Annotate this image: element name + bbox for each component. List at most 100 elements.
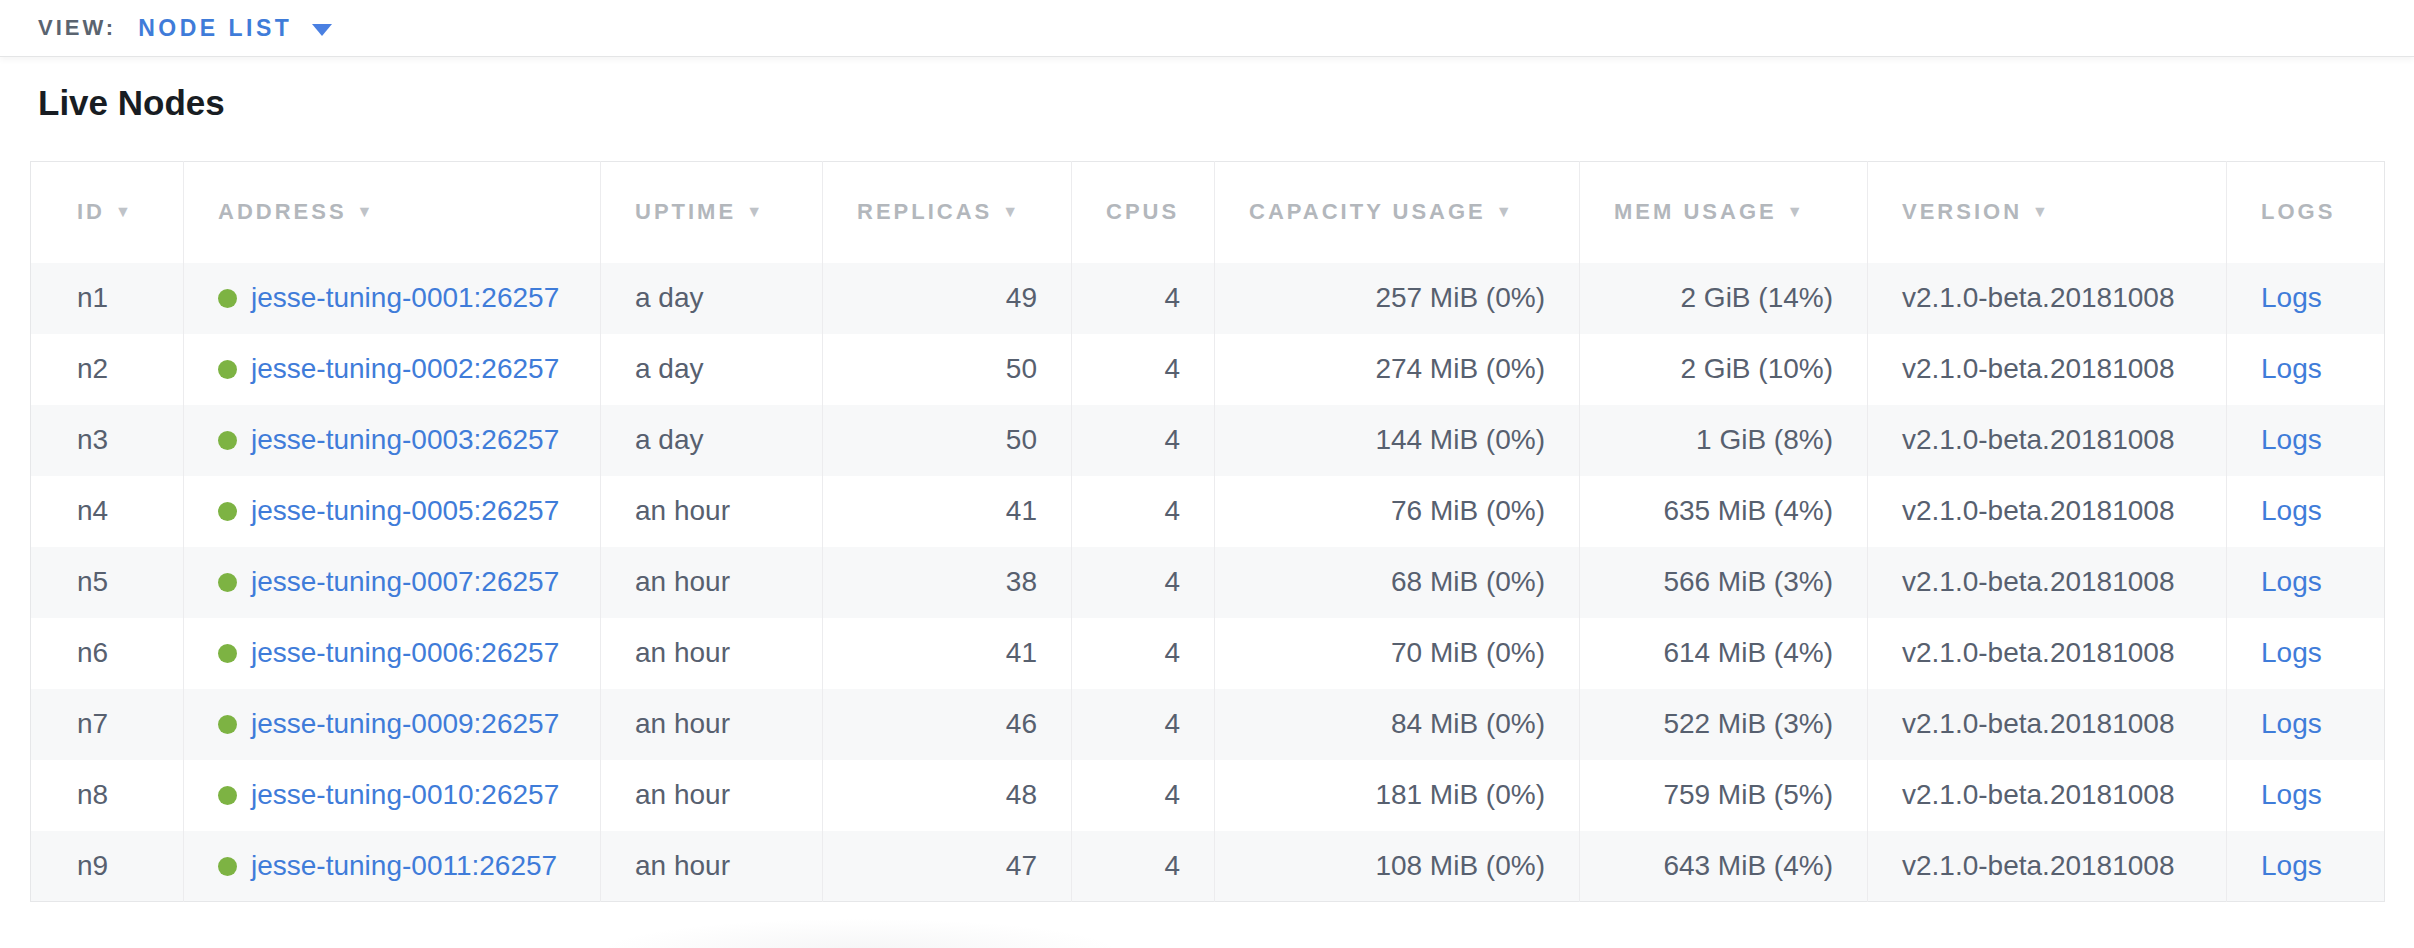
cell-cpus: 4: [1072, 476, 1215, 547]
cell-version: v2.1.0-beta.20181008: [1868, 405, 2227, 476]
cell-version: v2.1.0-beta.20181008: [1868, 263, 2227, 334]
column-header-cpus: CPUS: [1072, 162, 1215, 263]
cell-replicas: 38: [823, 547, 1072, 618]
column-header-version[interactable]: VERSION▼: [1868, 162, 2227, 263]
cell-version: v2.1.0-beta.20181008: [1868, 547, 2227, 618]
logs-link[interactable]: Logs: [2261, 637, 2322, 668]
cell-capacity: 70 MiB (0%): [1215, 618, 1580, 689]
cell-capacity: 257 MiB (0%): [1215, 263, 1580, 334]
cell-id: n9: [31, 831, 184, 902]
logs-link[interactable]: Logs: [2261, 779, 2322, 810]
cell-uptime: an hour: [601, 831, 823, 902]
cell-cpus: 4: [1072, 547, 1215, 618]
logs-link[interactable]: Logs: [2261, 566, 2322, 597]
node-address-link[interactable]: jesse-tuning-0011:26257: [251, 850, 557, 881]
column-header-mem[interactable]: MEM USAGE▼: [1580, 162, 1868, 263]
cell-capacity: 108 MiB (0%): [1215, 831, 1580, 902]
column-header-label: CPUS: [1106, 199, 1179, 224]
cell-logs: Logs: [2227, 760, 2385, 831]
column-header-replicas[interactable]: REPLICAS ▼: [823, 162, 1072, 263]
cell-replicas: 49: [823, 263, 1072, 334]
bottom-shadow-decoration: [520, 908, 1200, 948]
cell-address: jesse-tuning-0009:26257: [184, 689, 601, 760]
view-dropdown[interactable]: NODE LIST: [138, 15, 332, 42]
logs-link[interactable]: Logs: [2261, 708, 2322, 739]
cell-logs: Logs: [2227, 831, 2385, 902]
logs-link[interactable]: Logs: [2261, 495, 2322, 526]
column-header-label: ADDRESS: [218, 199, 347, 224]
column-header-uptime[interactable]: UPTIME ▼: [601, 162, 823, 263]
sort-desc-icon: ▼: [2032, 203, 2051, 220]
column-header-address[interactable]: ADDRESS ▼: [184, 162, 601, 263]
column-header-logs: LOGS: [2227, 162, 2385, 263]
cell-capacity: 76 MiB (0%): [1215, 476, 1580, 547]
column-header-capacity[interactable]: CAPACITY USAGE▼: [1215, 162, 1580, 263]
table-row: n7jesse-tuning-0009:26257an hour46484 Mi…: [31, 689, 2385, 760]
node-address-link[interactable]: jesse-tuning-0007:26257: [251, 566, 559, 597]
sort-desc-icon: ▼: [357, 203, 376, 220]
cell-uptime: a day: [601, 334, 823, 405]
cell-capacity: 181 MiB (0%): [1215, 760, 1580, 831]
cell-mem: 566 MiB (3%): [1580, 547, 1868, 618]
logs-link[interactable]: Logs: [2261, 850, 2322, 881]
cell-cpus: 4: [1072, 405, 1215, 476]
node-address-link[interactable]: jesse-tuning-0002:26257: [251, 353, 559, 384]
node-address-link[interactable]: jesse-tuning-0005:26257: [251, 495, 559, 526]
column-header-label: REPLICAS: [857, 199, 992, 224]
sort-desc-icon: ▼: [1787, 203, 1806, 220]
live-nodes-table: ID▼ ADDRESS ▼ UPTIME ▼ REPLICAS ▼ CPUS CAPACITY …: [30, 161, 2385, 902]
view-dropdown-value: NODE LIST: [138, 15, 292, 42]
node-address-link[interactable]: jesse-tuning-0009:26257: [251, 708, 559, 739]
logs-link[interactable]: Logs: [2261, 424, 2322, 455]
node-address-link[interactable]: jesse-tuning-0010:26257: [251, 779, 559, 810]
cell-uptime: a day: [601, 405, 823, 476]
node-address-link[interactable]: jesse-tuning-0003:26257: [251, 424, 559, 455]
cell-capacity: 274 MiB (0%): [1215, 334, 1580, 405]
node-status-green-dot-icon: [218, 431, 237, 450]
cell-uptime: an hour: [601, 476, 823, 547]
cell-logs: Logs: [2227, 334, 2385, 405]
cell-id: n8: [31, 760, 184, 831]
sort-desc-icon: ▼: [1002, 203, 1021, 220]
cell-replicas: 41: [823, 618, 1072, 689]
cell-id: n3: [31, 405, 184, 476]
column-header-id[interactable]: ID▼: [31, 162, 184, 263]
cell-version: v2.1.0-beta.20181008: [1868, 831, 2227, 902]
cell-address: jesse-tuning-0011:26257: [184, 831, 601, 902]
logs-link[interactable]: Logs: [2261, 282, 2322, 313]
cell-cpus: 4: [1072, 263, 1215, 334]
sort-desc-icon: ▼: [746, 203, 765, 220]
cell-mem: 614 MiB (4%): [1580, 618, 1868, 689]
cell-replicas: 50: [823, 405, 1072, 476]
cell-logs: Logs: [2227, 263, 2385, 334]
cell-address: jesse-tuning-0007:26257: [184, 547, 601, 618]
cell-id: n2: [31, 334, 184, 405]
cell-logs: Logs: [2227, 476, 2385, 547]
cell-address: jesse-tuning-0002:26257: [184, 334, 601, 405]
cell-version: v2.1.0-beta.20181008: [1868, 334, 2227, 405]
node-address-link[interactable]: jesse-tuning-0006:26257: [251, 637, 559, 668]
table-row: n4jesse-tuning-0005:26257an hour41476 Mi…: [31, 476, 2385, 547]
cell-cpus: 4: [1072, 618, 1215, 689]
live-nodes-section: Live Nodes ID▼ADDRESS▼UPTIME▼REPLICAS▼CP…: [0, 79, 2414, 902]
logs-link[interactable]: Logs: [2261, 353, 2322, 384]
table-row: n1jesse-tuning-0001:26257a day494257 MiB…: [31, 263, 2385, 334]
cell-logs: Logs: [2227, 618, 2385, 689]
column-header-label: UPTIME: [635, 199, 736, 224]
cell-replicas: 47: [823, 831, 1072, 902]
node-status-green-dot-icon: [218, 360, 237, 379]
node-status-green-dot-icon: [218, 289, 237, 308]
view-label: VIEW:: [38, 15, 116, 41]
caret-down-icon: [312, 24, 332, 36]
cell-address: jesse-tuning-0001:26257: [184, 263, 601, 334]
node-address-link[interactable]: jesse-tuning-0001:26257: [251, 282, 559, 313]
cell-cpus: 4: [1072, 334, 1215, 405]
cell-uptime: a day: [601, 263, 823, 334]
cell-mem: 2 GiB (14%): [1580, 263, 1868, 334]
cell-version: v2.1.0-beta.20181008: [1868, 689, 2227, 760]
cell-logs: Logs: [2227, 689, 2385, 760]
cell-mem: 1 GiB (8%): [1580, 405, 1868, 476]
cell-mem: 522 MiB (3%): [1580, 689, 1868, 760]
node-status-green-dot-icon: [218, 644, 237, 663]
cell-id: n6: [31, 618, 184, 689]
